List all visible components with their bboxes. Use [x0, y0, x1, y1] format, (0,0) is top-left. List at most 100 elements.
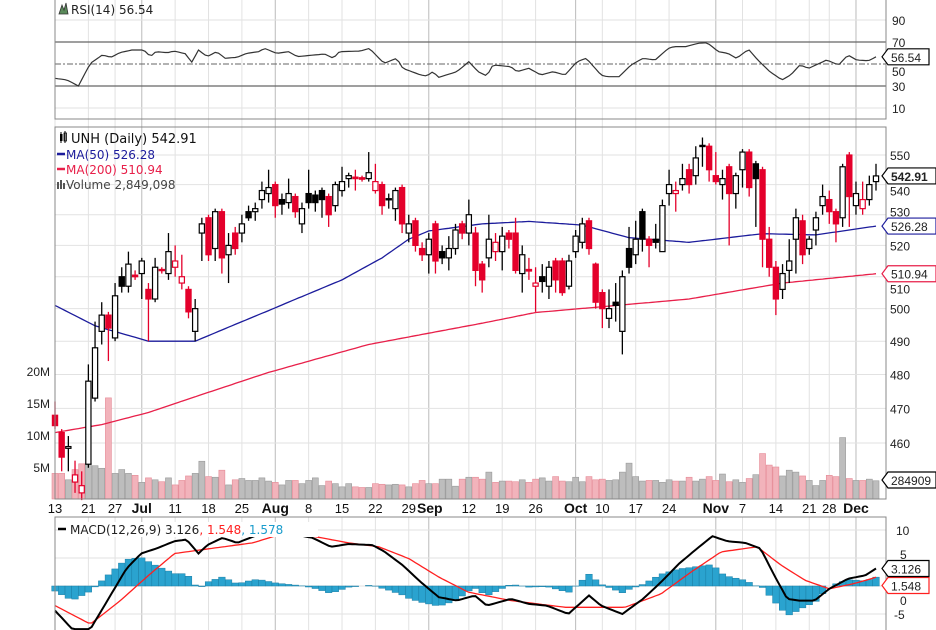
date-tick-label: 19: [495, 501, 509, 516]
candle-body: [425, 238, 432, 256]
candle-body: [445, 247, 453, 259]
volume-icon: [57, 180, 65, 189]
volume-bar: [605, 480, 613, 500]
volume-bar: [338, 486, 346, 500]
price-tick-label: 480: [890, 368, 910, 382]
candle-body: [258, 189, 266, 201]
date-tick-label: 13: [48, 501, 62, 516]
volume-bar: [138, 482, 146, 500]
candle-body: [632, 238, 639, 256]
candle-body: [405, 223, 412, 234]
volume-bar: [378, 483, 386, 500]
macd-histogram-bar: [538, 585, 546, 587]
macd-legend-main: MACD(12,26,9) 3.126: [70, 523, 199, 537]
candle-body: [639, 211, 646, 240]
macd-histogram-bar: [104, 574, 112, 587]
macd-histogram-bar: [478, 585, 486, 594]
macd-histogram-bar: [238, 582, 246, 587]
rsi-tag: 56.54: [891, 51, 921, 65]
volume-bar: [799, 475, 806, 500]
volume-bar: [665, 479, 673, 500]
candle-body: [465, 214, 473, 234]
price-tick-label: 530: [890, 206, 910, 220]
macd-histogram-bar: [385, 585, 393, 591]
macd-histogram-bar: [471, 585, 480, 589]
macd-histogram-bar: [565, 585, 573, 593]
macd-histogram-bar: [64, 585, 72, 599]
candle-body: [705, 145, 713, 171]
volume-bar: [652, 480, 660, 500]
volume-bar: [498, 480, 506, 500]
date-tick-label: 11: [168, 501, 182, 516]
volume-bar: [846, 478, 853, 500]
volume-bar: [325, 480, 332, 500]
volume-bar: [792, 471, 800, 500]
candle-body: [318, 189, 326, 201]
candle-body: [131, 274, 139, 278]
volume-bar: [191, 473, 199, 500]
candle-body: [232, 232, 239, 250]
volume-legend-label: Volume 2,849,098: [66, 178, 176, 192]
macd-histogram-bar: [498, 585, 506, 589]
candle-body: [111, 295, 119, 339]
candle-body: [625, 247, 633, 268]
candle-body: [852, 192, 860, 207]
candle-body: [412, 220, 419, 247]
volume-bar: [432, 483, 439, 500]
date-tick-label: 12: [462, 501, 476, 516]
candle-body: [432, 223, 439, 262]
macd-legend: MACD(12,26,9) 3.126, 1.548, 1.578: [58, 522, 318, 537]
macd-tick-label: 0: [900, 594, 907, 608]
volume-bar: [585, 476, 593, 500]
macd-histogram-bar: [211, 579, 219, 587]
volume-bar: [732, 479, 740, 500]
volume-bar: [198, 460, 206, 500]
volume-bar: [558, 480, 566, 500]
macd-signal-line: [54, 534, 877, 624]
volume-bar: [852, 480, 860, 500]
date-tick-label: 15: [335, 501, 349, 516]
candle-body: [265, 186, 272, 195]
volume-bar: [412, 483, 419, 500]
macd-histogram-bar: [231, 582, 239, 587]
rsi-tag-box: [881, 48, 930, 66]
macd-histogram-bar: [612, 585, 620, 591]
date-tick-label: 21: [81, 501, 95, 516]
volume-bar: [425, 483, 433, 500]
candle-body: [452, 229, 459, 250]
volume-bar: [258, 477, 266, 500]
date-tick-label: 22: [368, 501, 382, 516]
macd-histogram-bar: [285, 584, 293, 587]
volume-bar: [472, 476, 479, 500]
candle-body: [245, 211, 252, 219]
volume-bar: [418, 480, 426, 500]
macd-histogram-bar: [552, 585, 560, 590]
volume-bar: [158, 481, 166, 500]
price-tick-label: 550: [890, 149, 910, 163]
candle-body: [826, 198, 833, 213]
macd-histogram-bar: [245, 580, 253, 587]
macd-histogram-bar: [438, 585, 446, 606]
volume-bar: [672, 480, 680, 500]
candle-body: [185, 288, 192, 313]
date-tick-label: 14: [769, 501, 783, 516]
ma200-tag-box: [881, 265, 936, 283]
candle-body: [218, 211, 226, 259]
candle-body: [292, 195, 299, 213]
candle-body: [65, 445, 72, 449]
candle-body: [252, 208, 259, 213]
volume-bar: [312, 477, 319, 500]
candle-body: [312, 194, 319, 204]
volume-bar: [278, 484, 286, 500]
volume-bar: [719, 473, 726, 500]
price-panel-frame: [54, 126, 887, 500]
date-tick-label: 17: [628, 501, 642, 516]
candle-body: [358, 177, 366, 180]
moving-averages: [54, 220, 877, 434]
volume-bar: [592, 479, 599, 500]
candle-body: [552, 260, 559, 281]
axis-labels: 13 21 27 Jul 11 18 25 Aug 8 15 22 29 Sep 12 19 26 Oct 10 1…: [27, 14, 936, 622]
rsi-icon: [58, 2, 69, 15]
macd-histogram-bar: [772, 585, 780, 604]
